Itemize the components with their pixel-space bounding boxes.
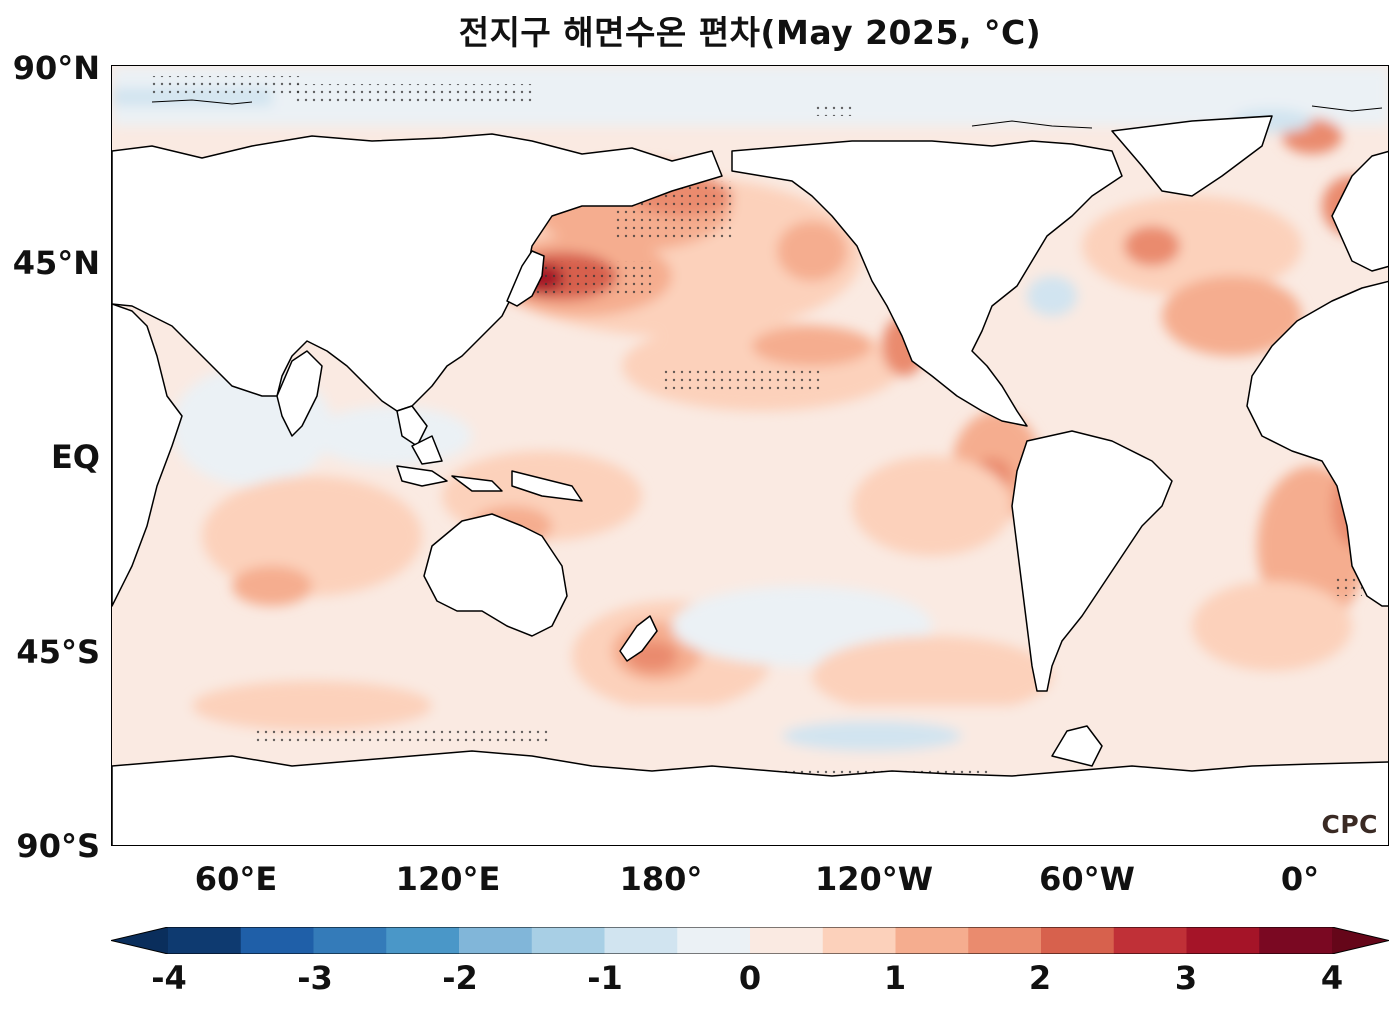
sst-anomaly-map — [112, 66, 1388, 845]
antarctica-landmass — [112, 750, 1388, 845]
lon-tick-60w: 60°W — [1039, 860, 1135, 898]
arctic-coastlines — [151, 99, 1383, 129]
lon-tick-120w: 120°W — [814, 860, 934, 898]
eurasia-landmass — [112, 133, 723, 412]
colorbar-segment — [313, 927, 387, 954]
colorbar-segment — [750, 927, 824, 954]
lat-tick-45n: 45°N — [12, 244, 100, 282]
colorbar-extend-under — [111, 927, 168, 954]
new-zealand-landmass — [619, 615, 658, 662]
europe-landmass — [1331, 150, 1388, 272]
colorbar-segment — [1113, 927, 1187, 954]
colorbar-label-0: 0 — [738, 959, 762, 997]
lon-tick-0: 0° — [1280, 860, 1320, 898]
colorbar-label-neg2: -2 — [442, 959, 478, 997]
indochina-landmass — [396, 405, 428, 447]
cpc-logo-text: CPC — [1321, 810, 1378, 839]
lon-tick-180: 180° — [619, 860, 703, 898]
colorbar-label-neg3: -3 — [297, 959, 333, 997]
colorbar-segment — [677, 927, 751, 954]
lon-tick-60e: 60°E — [194, 860, 278, 898]
indonesia-islands — [396, 435, 583, 502]
colorbar-segment — [459, 927, 533, 954]
colorbar-segment — [168, 927, 242, 954]
lat-tick-eq: EQ — [50, 438, 100, 476]
india-landmass — [276, 350, 323, 437]
greenland-landmass — [1111, 115, 1273, 197]
map-area: CPC — [111, 65, 1389, 846]
colorbar-label-1: 1 — [883, 959, 907, 997]
colorbar-segment — [895, 927, 969, 954]
lon-tick-120e: 120°E — [395, 860, 501, 898]
colorbar-segment — [1186, 927, 1260, 954]
north-america-landmass — [731, 140, 1123, 427]
antarctic-peninsula — [1051, 725, 1103, 767]
south-america-landmass — [1011, 430, 1173, 692]
africa-east-landmass — [1246, 280, 1388, 607]
japan-landmass — [506, 250, 545, 307]
colorbar-segment — [386, 927, 460, 954]
lat-tick-90n: 90°N — [12, 49, 100, 87]
colorbar-segment — [1041, 927, 1115, 954]
cpc-logo: CPC — [1321, 810, 1378, 839]
colorbar-segment — [968, 927, 1042, 954]
lat-tick-90s: 90°S — [16, 827, 100, 865]
lat-tick-45s: 45°S — [16, 633, 100, 671]
australia-landmass — [423, 513, 568, 637]
page-title: 전지구 해면수온 편차(May 2025, °C) — [458, 13, 1042, 52]
africa-landmass — [112, 303, 183, 607]
colorbar-label-3: 3 — [1174, 959, 1198, 997]
land-masses — [112, 115, 1388, 845]
colorbar-label-neg4: -4 — [151, 959, 187, 997]
colorbar-segment — [531, 927, 605, 954]
colorbar-segment — [240, 927, 314, 954]
colorbar-label-2: 2 — [1028, 959, 1052, 997]
colorbar-segment — [822, 927, 896, 954]
colorbar-segment — [1259, 927, 1333, 954]
colorbar — [111, 927, 1389, 954]
colorbar-extend-over — [1332, 927, 1389, 954]
colorbar-label-neg1: -1 — [587, 959, 623, 997]
colorbar-segment — [604, 927, 678, 954]
colorbar-label-4: 4 — [1320, 959, 1344, 997]
